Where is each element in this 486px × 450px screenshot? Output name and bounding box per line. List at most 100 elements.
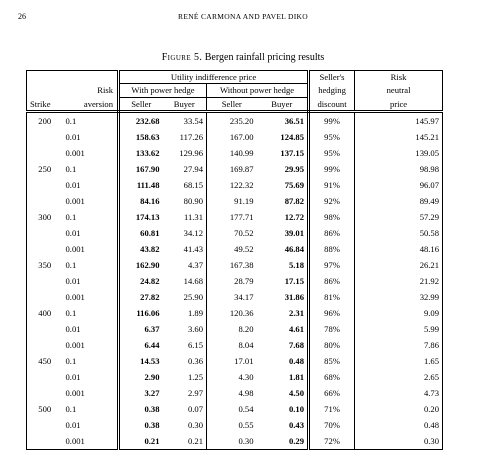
buyer-with-hedge-cell: 68.15 bbox=[162, 177, 207, 193]
buyer-with-hedge-cell: 0.30 bbox=[162, 417, 207, 433]
buyer-without-hedge-cell: 7.68 bbox=[256, 337, 311, 353]
risk-neutral-price-cell: 21.92 bbox=[354, 273, 444, 289]
strike-cell bbox=[26, 225, 63, 241]
risk-aversion-cell: 0.1 bbox=[62, 111, 120, 129]
header-aversion-top: Risk bbox=[62, 83, 120, 97]
seller-with-hedge-cell: 60.81 bbox=[140, 228, 160, 238]
table-row: 0.001 43.82 41.43 49.52 46.84 88% 48.16 bbox=[26, 241, 444, 257]
table-row: 500 0.1 0.38 0.07 0.54 0.10 71% 0.20 bbox=[26, 401, 444, 417]
hedging-discount-cell: 70% bbox=[308, 417, 356, 433]
buyer-without-hedge-cell: 4.50 bbox=[256, 385, 311, 401]
risk-neutral-price-cell: 0.30 bbox=[354, 433, 444, 450]
hedging-discount-cell: 99% bbox=[308, 111, 356, 129]
seller-without-hedge-cell: 49.52 bbox=[234, 244, 254, 254]
strike-cell bbox=[26, 337, 63, 353]
table-row: 0.001 84.16 80.90 91.19 87.82 92% 89.49 bbox=[26, 193, 444, 209]
seller-with-hedge-cell: 174.13 bbox=[135, 212, 160, 222]
risk-neutral-price-cell: 7.86 bbox=[354, 337, 444, 353]
header-utility-indifference: Utility indifference price bbox=[118, 70, 311, 84]
buyer-with-hedge-cell: 1.25 bbox=[162, 369, 207, 385]
risk-aversion-cell: 0.1 bbox=[62, 161, 120, 177]
table-row: 0.01 24.82 14.68 28.79 17.15 86% 21.92 bbox=[26, 273, 444, 289]
table-row: 0.01 6.37 3.60 8.20 4.61 78% 5.99 bbox=[26, 321, 444, 337]
strike-cell: 300 bbox=[26, 209, 63, 225]
risk-neutral-price-cell: 89.49 bbox=[354, 193, 444, 209]
risk-aversion-cell: 0.01 bbox=[62, 129, 120, 145]
buyer-without-hedge-cell: 2.31 bbox=[256, 305, 311, 321]
risk-aversion-cell: 0.1 bbox=[62, 401, 120, 417]
risk-neutral-price-cell: 139.05 bbox=[354, 145, 444, 161]
buyer-with-hedge-cell: 0.36 bbox=[162, 353, 207, 369]
risk-aversion-cell: 0.001 bbox=[62, 241, 120, 257]
risk-aversion-cell: 0.001 bbox=[62, 193, 120, 209]
header-sellers-mid: hedging bbox=[308, 83, 356, 97]
table-row: 0.001 27.82 25.90 34.17 31.86 81% 32.99 bbox=[26, 289, 444, 305]
seller-without-hedge-cell: 28.79 bbox=[234, 276, 254, 286]
seller-without-hedge-cell: 122.32 bbox=[229, 180, 254, 190]
buyer-with-hedge-cell: 33.54 bbox=[162, 111, 207, 129]
seller-with-hedge-cell: 6.44 bbox=[144, 340, 160, 350]
strike-cell bbox=[26, 177, 63, 193]
seller-with-hedge-cell: 0.21 bbox=[118, 433, 163, 450]
risk-aversion-cell: 0.001 bbox=[62, 433, 120, 450]
seller-without-hedge-cell: 0.54 bbox=[238, 404, 254, 414]
table-row: 0.001 0.21 0.21 0.30 0.29 72% 0.30 bbox=[26, 433, 444, 450]
risk-aversion-cell: 0.001 bbox=[62, 289, 120, 305]
seller-with-hedge-cell: 162.90 bbox=[135, 260, 160, 270]
table-row: 0.01 111.48 68.15 122.32 75.69 91% 96.07 bbox=[26, 177, 444, 193]
risk-neutral-price-cell: 50.58 bbox=[354, 225, 444, 241]
seller-without-hedge-cell: 177.71 bbox=[229, 212, 254, 222]
buyer-without-hedge-cell: 124.85 bbox=[256, 129, 311, 145]
buyer-without-hedge-cell: 0.29 bbox=[256, 433, 311, 450]
buyer-without-hedge-cell: 137.15 bbox=[256, 145, 311, 161]
hedging-discount-cell: 71% bbox=[308, 401, 356, 417]
buyer-without-hedge-cell: 75.69 bbox=[256, 177, 311, 193]
table-row: 450 0.1 14.53 0.36 17.01 0.48 85% 1.65 bbox=[26, 353, 444, 369]
header-aversion-blank bbox=[62, 70, 120, 84]
hedging-discount-cell: 97% bbox=[308, 257, 356, 273]
buyer-with-hedge-cell: 11.31 bbox=[162, 209, 207, 225]
buyer-with-hedge-cell: 27.94 bbox=[162, 161, 207, 177]
hedging-discount-cell: 95% bbox=[308, 129, 356, 145]
risk-aversion-cell: 0.001 bbox=[62, 337, 120, 353]
strike-cell: 500 bbox=[26, 401, 63, 417]
header-risk-neutral-bottom: price bbox=[354, 97, 444, 113]
hedging-discount-cell: 80% bbox=[308, 337, 356, 353]
table-row: 0.01 158.63 117.26 167.00 124.85 95% 145.21 bbox=[26, 129, 444, 145]
buyer-without-hedge-cell: 1.81 bbox=[256, 369, 311, 385]
risk-neutral-price-cell: 48.16 bbox=[354, 241, 444, 257]
seller-with-hedge-cell: 27.82 bbox=[140, 292, 160, 302]
seller-without-hedge-cell: 8.20 bbox=[238, 324, 254, 334]
page-number: 26 bbox=[18, 12, 26, 21]
running-head: RENÉ CARMONA AND PAVEL DIKO bbox=[178, 12, 308, 21]
risk-neutral-price-cell: 2.65 bbox=[354, 369, 444, 385]
buyer-without-hedge-cell: 5.18 bbox=[256, 257, 311, 273]
pricing-results-table: Utility indifference price Seller's Risk… bbox=[26, 70, 444, 450]
seller-without-hedge-cell: 4.98 bbox=[238, 388, 254, 398]
table-row: 0.001 6.44 6.15 8.04 7.68 80% 7.86 bbox=[26, 337, 444, 353]
table-row: 0.01 60.81 34.12 70.52 39.01 86% 50.58 bbox=[26, 225, 444, 241]
strike-cell bbox=[26, 369, 63, 385]
risk-neutral-price-cell: 0.20 bbox=[354, 401, 444, 417]
buyer-with-hedge-cell: 2.97 bbox=[162, 385, 207, 401]
risk-neutral-price-cell: 96.07 bbox=[354, 177, 444, 193]
hedging-discount-cell: 72% bbox=[308, 433, 356, 450]
buyer-without-hedge-cell: 17.15 bbox=[256, 273, 311, 289]
caption-text: Bergen rainfall pricing results bbox=[204, 52, 325, 63]
header-sellers-top: Seller's bbox=[308, 70, 356, 84]
seller-with-hedge-cell: 2.90 bbox=[144, 372, 160, 382]
hedging-discount-cell: 85% bbox=[308, 353, 356, 369]
strike-cell bbox=[26, 289, 63, 305]
seller-with-hedge-cell: 24.82 bbox=[140, 276, 160, 286]
seller-without-hedge-cell: 34.17 bbox=[234, 292, 254, 302]
seller-without-hedge-cell: 91.19 bbox=[234, 196, 254, 206]
buyer-with-hedge-cell: 34.12 bbox=[162, 225, 207, 241]
seller-without-hedge-cell: 0.30 bbox=[206, 433, 257, 450]
table-row: 0.01 2.90 1.25 4.30 1.81 68% 2.65 bbox=[26, 369, 444, 385]
seller-with-hedge-cell: 167.90 bbox=[135, 164, 160, 174]
risk-neutral-price-cell: 145.97 bbox=[354, 111, 444, 129]
seller-with-hedge-cell: 158.63 bbox=[135, 132, 160, 142]
seller-without-hedge-cell: 120.36 bbox=[229, 308, 254, 318]
risk-neutral-price-cell: 9.09 bbox=[354, 305, 444, 321]
header-risk-neutral-mid: neutral bbox=[354, 83, 444, 97]
